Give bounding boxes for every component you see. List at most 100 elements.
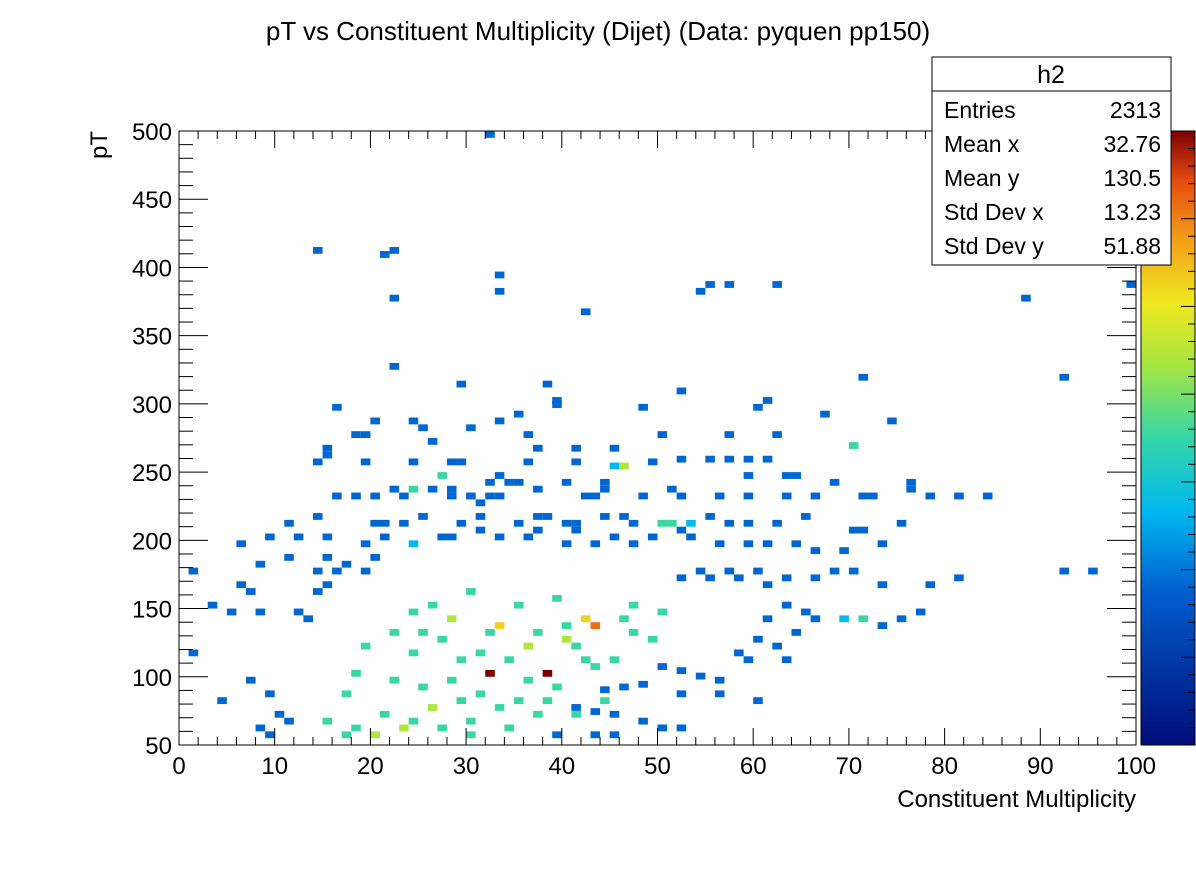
heatmap-cell (714, 492, 725, 500)
heatmap-cell (360, 567, 371, 575)
heatmap-cell (341, 560, 352, 568)
x-tick-label: 30 (453, 753, 480, 780)
heatmap-cell (1059, 567, 1070, 575)
heatmap-cell (580, 656, 591, 664)
heatmap-cell (734, 649, 744, 657)
heatmap-cell (791, 540, 802, 548)
y-tick-label: 350 (132, 324, 172, 351)
x-tick-label: 50 (644, 753, 671, 780)
heatmap-cell (312, 513, 323, 520)
y-axis-label: pT (86, 131, 113, 159)
y-tick-label: 400 (132, 255, 172, 282)
heatmap-cell (322, 717, 333, 725)
heatmap-cell (485, 131, 495, 138)
heatmap-cell (753, 635, 763, 643)
heatmap-cell (628, 519, 639, 527)
heatmap-cell (513, 478, 524, 486)
heatmap-cell (475, 526, 486, 534)
heatmap-cell (839, 547, 849, 554)
heatmap-cell (791, 629, 802, 636)
heatmap-cell (954, 492, 964, 500)
heatmap-cell (724, 519, 735, 527)
heatmap-cell (705, 513, 715, 520)
heatmap-cell (351, 431, 361, 438)
heatmap-cell (743, 455, 754, 463)
heatmap-cell (513, 519, 524, 527)
heatmap-cell (609, 731, 620, 739)
heatmap-cell (657, 608, 668, 616)
heatmap-cell (533, 485, 543, 493)
heatmap-cell (236, 581, 246, 589)
stats-value: 2313 (1110, 97, 1161, 123)
heatmap-cell (1021, 294, 1031, 302)
heatmap-cell (322, 553, 333, 561)
y-tick-label: 200 (132, 528, 172, 555)
heatmap-cell (379, 519, 390, 527)
y-tick-label: 50 (145, 733, 172, 760)
heatmap-cell (743, 492, 754, 500)
heatmap-cell (590, 663, 601, 670)
heatmap-cell (619, 615, 629, 623)
heatmap-cell (494, 287, 505, 295)
heatmap-cell (561, 519, 572, 527)
heatmap-cell (676, 492, 687, 500)
y-tick-label: 100 (132, 665, 172, 692)
heatmap-cell (676, 724, 687, 732)
heatmap-cell (284, 553, 294, 561)
heatmap-cell (456, 380, 467, 388)
heatmap-cell (446, 533, 457, 541)
heatmap-cell (848, 442, 859, 449)
stats-value: 130.5 (1103, 165, 1161, 191)
heatmap-cell (896, 519, 907, 527)
heatmap-cell (571, 710, 581, 718)
heatmap-cell (389, 246, 400, 254)
heatmap-cell (638, 492, 648, 500)
heatmap-cell (580, 308, 591, 316)
heatmap-cell (561, 622, 572, 630)
stats-value: 32.76 (1103, 131, 1161, 157)
heatmap-cell (676, 667, 687, 675)
x-tick-label: 40 (548, 753, 575, 780)
heatmap-cell (743, 540, 754, 548)
heatmap-cell (858, 615, 869, 623)
heatmap-cell (676, 690, 687, 698)
heatmap-cell (399, 519, 409, 527)
heatmap-cell (437, 724, 447, 732)
heatmap-cell (781, 656, 792, 664)
heatmap-cell (772, 281, 782, 288)
x-tick-label: 100 (1116, 753, 1156, 780)
heatmap-cell (284, 519, 294, 527)
heatmap-cell (877, 540, 888, 548)
heatmap-cell (571, 526, 581, 534)
heatmap-cell (265, 533, 275, 541)
heatmap-cell (322, 451, 333, 459)
heatmap-cell (332, 403, 342, 411)
heatmap-cell (475, 513, 486, 520)
heatmap-cell (293, 533, 304, 541)
heatmap-cell (485, 629, 495, 636)
heatmap-cell (848, 567, 859, 575)
heatmap-cell (494, 622, 505, 630)
heatmap-cell (772, 642, 782, 650)
heatmap-cell (418, 424, 428, 432)
y-tick-label: 450 (132, 187, 172, 214)
heatmap-cell (427, 438, 438, 445)
heatmap-cell (954, 574, 964, 582)
heatmap-cell (657, 724, 668, 732)
y-tick-label: 500 (132, 119, 172, 146)
heatmap-cell (619, 462, 629, 470)
heatmap-cell (379, 251, 390, 258)
heatmap-cell (542, 380, 553, 388)
heatmap-cell (446, 615, 457, 623)
heatmap-cell (600, 478, 610, 486)
heatmap-cell (427, 704, 438, 711)
stats-label: Std Dev x (944, 199, 1044, 225)
heatmap-cell (848, 526, 859, 534)
heatmap-cell (504, 656, 514, 664)
heatmap-cell (360, 431, 371, 438)
heatmap-cell (341, 690, 352, 698)
heatmap-cell (389, 629, 400, 636)
heatmap-cell (619, 513, 629, 520)
heatmap-cell (284, 717, 294, 725)
heatmap-cell (695, 672, 706, 680)
